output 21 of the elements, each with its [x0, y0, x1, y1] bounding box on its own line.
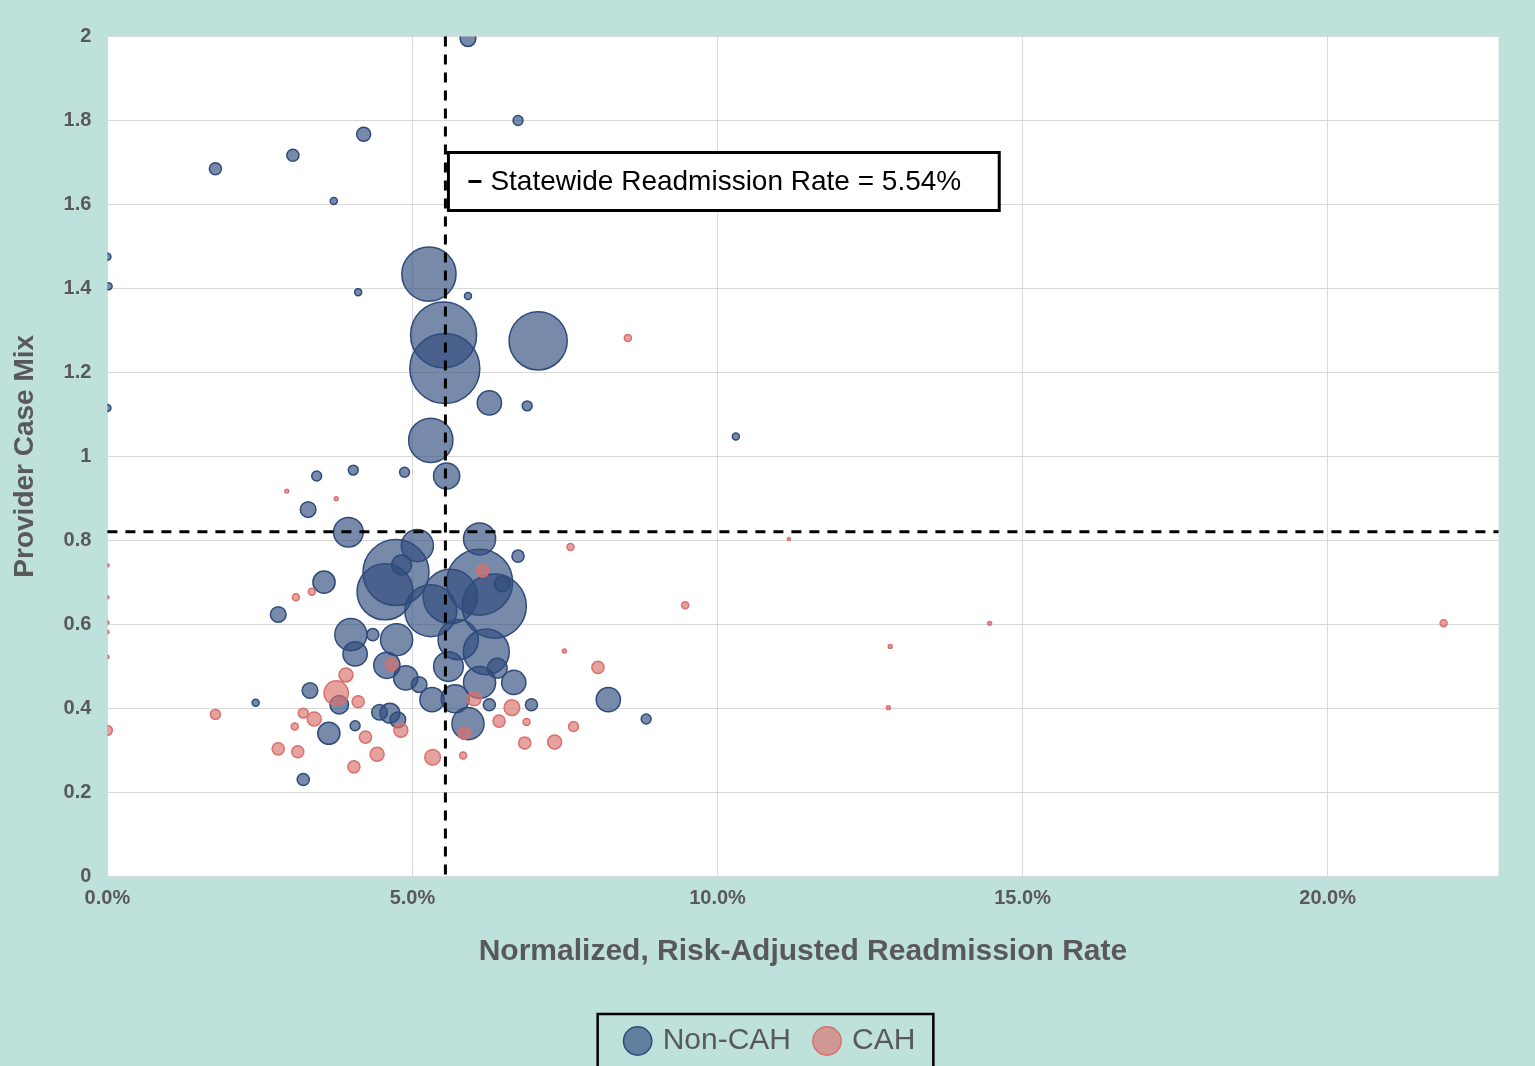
y-tick-label: 1.6 — [63, 191, 92, 214]
legend-label: CAH — [852, 1022, 916, 1056]
y-tick-label: 1 — [80, 443, 92, 466]
y-tick-label: 0.4 — [63, 695, 93, 718]
x-tick-label: 20.0% — [1299, 885, 1357, 908]
ref-line-label: Statewide Readmission Rate = 5.54% — [490, 165, 962, 197]
y-tick-label: 0.2 — [63, 779, 92, 802]
x-axis-title: Normalized, Risk-Adjusted Readmission Rate — [478, 933, 1128, 967]
y-tick-label: 1.8 — [63, 107, 92, 130]
y-tick-label: 2 — [80, 24, 92, 47]
y-tick-label: 1.4 — [63, 275, 93, 298]
y-tick-label: 1.2 — [63, 359, 92, 382]
x-tick-label: 5.0% — [389, 885, 436, 908]
y-tick-label: 0.6 — [63, 611, 92, 634]
legend-label: Non-CAH — [662, 1022, 792, 1056]
y-axis-title: Provider Case Mix — [7, 334, 39, 578]
x-tick-label: 10.0% — [689, 885, 747, 908]
y-tick-label: 0 — [80, 863, 92, 886]
y-tick-label: 0.8 — [63, 527, 92, 550]
x-tick-label: 0.0% — [84, 885, 131, 908]
x-tick-label: 15.0% — [994, 885, 1052, 908]
